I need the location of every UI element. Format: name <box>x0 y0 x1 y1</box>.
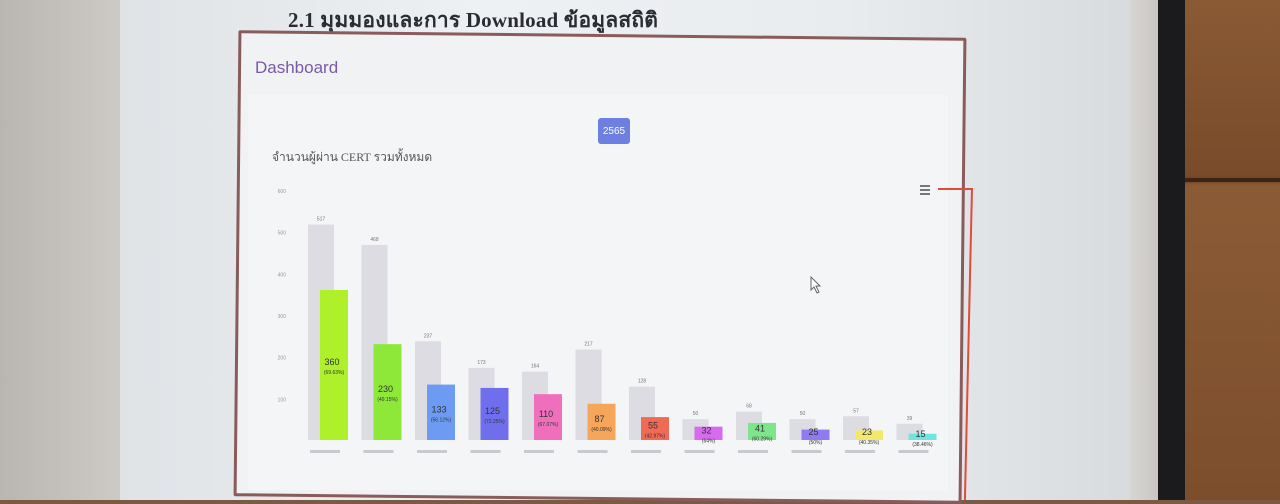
dashboard-title: Dashboard <box>255 58 339 77</box>
wood-seam <box>1185 178 1280 182</box>
wood-panel <box>1185 0 1280 500</box>
screen-frame-edge <box>1158 0 1188 500</box>
wall-left <box>0 0 130 500</box>
year-button[interactable]: 2565 <box>598 118 630 144</box>
laser-pointer-line <box>938 188 972 190</box>
slide-heading: 2.1 มุมมองและการ Download ข้อมูลสถิติ <box>288 8 659 32</box>
chart-title: จำนวนผู้ผ่าน CERT รวมทั้งหมด <box>272 150 433 164</box>
hamburger-menu-icon[interactable] <box>920 185 930 195</box>
